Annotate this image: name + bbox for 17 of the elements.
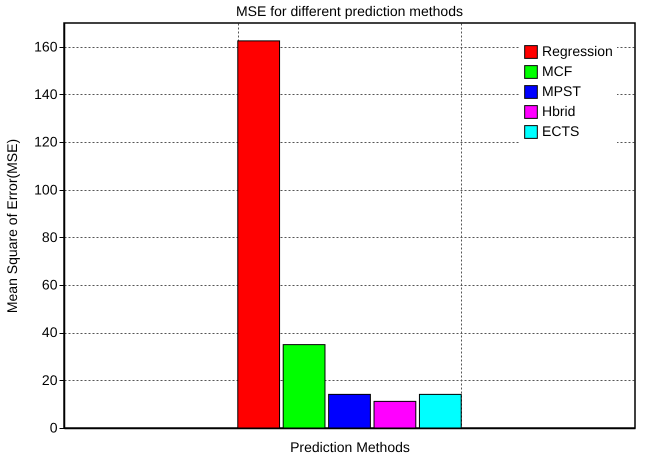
y-tick-label: 60 [42,276,58,293]
y-tick-label: 120 [34,134,58,150]
legend-label: ECTS [542,123,580,139]
x-axis-title: Prediction Methods [290,439,410,455]
y-tick-label: 20 [42,372,58,388]
y-tick-label: 80 [42,228,58,245]
y-tick-label: 40 [42,324,58,340]
legend-label: MCF [542,63,572,79]
y-tick-label: 0 [50,420,58,436]
legend-label: Hbrid [542,103,576,119]
legend-label: MPST [542,83,582,99]
y-tick-label: 160 [34,38,58,54]
y-tick-label: 100 [34,181,58,198]
y-tick-label: 140 [34,86,58,102]
legend-label: Regression [542,43,613,59]
y-axis-title: Mean Square of Error(MSE) [4,138,20,314]
chart-title: MSE for different prediction methods [236,3,463,19]
